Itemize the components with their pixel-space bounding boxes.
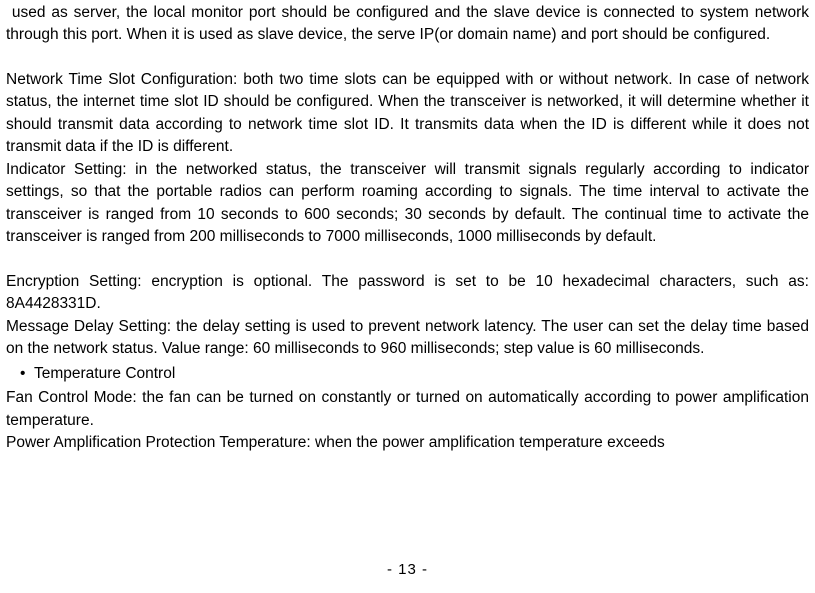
spacer — [6, 47, 809, 69]
paragraph-encryption-setting: Encryption Setting: encryption is option… — [6, 271, 809, 316]
bullet-label: Temperature Control — [34, 363, 175, 385]
spacer — [6, 249, 809, 271]
paragraph-power-amp-protection: Power Amplification Protection Temperatu… — [6, 432, 809, 454]
paragraph-message-delay: Message Delay Setting: the delay setting… — [6, 316, 809, 361]
paragraph-server-config: used as server, the local monitor port s… — [6, 2, 809, 47]
bullet-item-temperature-control: • Temperature Control — [6, 363, 809, 385]
paragraph-indicator-setting: Indicator Setting: in the networked stat… — [6, 159, 809, 249]
page-number: - 13 - — [0, 559, 815, 581]
paragraph-network-timeslot: Network Time Slot Configuration: both tw… — [6, 69, 809, 159]
bullet-icon: • — [20, 363, 34, 385]
paragraph-fan-control: Fan Control Mode: the fan can be turned … — [6, 387, 809, 432]
